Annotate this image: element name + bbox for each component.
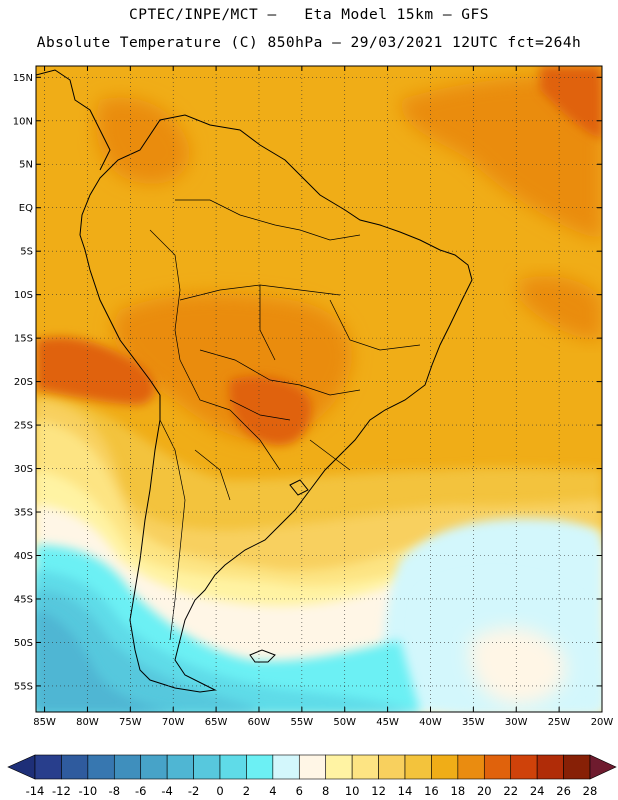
colorbar-label: -10 [78, 784, 97, 798]
central-america-coastline [36, 69, 111, 171]
lat-tick-label: 55S [14, 681, 33, 692]
colorbar-label: -6 [135, 784, 146, 798]
colorbar-label: 6 [296, 784, 303, 798]
colorbar-swatch [325, 754, 353, 780]
colorbar-swatch [61, 754, 89, 780]
temperature-field [36, 66, 602, 712]
lon-tick-label: 80W [76, 717, 99, 728]
colorbar-label: 16 [424, 784, 439, 798]
lat-tick-label: 30S [14, 464, 33, 475]
colorbar-label: -14 [26, 784, 45, 798]
colorbar-swatch [483, 754, 512, 780]
lat-tick-label: 40S [14, 551, 33, 562]
lon-tick-label: 70W [162, 717, 185, 728]
colorbar-swatch [457, 754, 485, 780]
latitude-axis: 15N 10N 5N EQ 5S 10S 15S 20S 25S 30S 35S 40S 45S 50S 5… [13, 73, 602, 692]
lon-tick-label: 20W [591, 717, 614, 728]
coastlines [36, 69, 473, 693]
lat-tick-label: 25S [14, 421, 33, 432]
colorbar: -14 -12 -10 -8 -6 -4 -2 0 2 4 6 8 10 12 14 16 18 20 22 24 26… [7, 754, 617, 798]
colorbar-label: 18 [451, 784, 466, 798]
field-cool-patch [469, 627, 566, 705]
colorbar-swatch [166, 754, 194, 780]
lon-tick-label: 50W [333, 717, 356, 728]
lat-tick-label: 15N [13, 73, 33, 84]
south-america-coastline [79, 114, 473, 693]
colorbar-swatch [219, 754, 247, 780]
chart-title-line-1: CPTEC/INPE/MCT – Eta Model 15km – GFS [129, 7, 489, 23]
colorbar-swatch [113, 754, 142, 780]
longitude-axis: 85W 80W 75W 70W 65W 60W 55W 50W 45W 40W 35W 30W 25W 2… [33, 66, 613, 728]
field-east-warm [520, 276, 602, 340]
chart-title-line-2: Absolute Temperature (C) 850hPa – 29/03/… [36, 35, 582, 51]
lat-tick-label: 20S [14, 377, 33, 388]
colorbar-swatch [536, 754, 564, 780]
country-borders [149, 229, 281, 641]
colorbar-label: 24 [530, 784, 545, 798]
colorbar-label: 12 [371, 784, 386, 798]
lat-tick-label: 45S [14, 594, 33, 605]
colorbar-swatch [193, 754, 221, 780]
lat-tick-label: 35S [14, 508, 33, 519]
colorbar-label: -12 [52, 784, 71, 798]
lon-tick-label: 45W [376, 717, 399, 728]
colorbar-swatch [140, 754, 168, 780]
lat-tick-label: 5N [19, 160, 33, 171]
colorbar-label: 26 [556, 784, 571, 798]
lon-tick-label: 30W [505, 717, 528, 728]
colorbar-label: 28 [583, 784, 598, 798]
colorbar-swatch [378, 754, 406, 780]
colorbar-swatch [404, 754, 432, 780]
colorbar-label: 4 [269, 784, 276, 798]
brazil-internal-borders [175, 199, 421, 471]
colorbar-label: 22 [503, 784, 518, 798]
colorbar-swatch [272, 754, 300, 780]
lat-tick-label: 50S [14, 638, 33, 649]
colorbar-swatch [563, 754, 591, 780]
colorbar-swatch [87, 754, 115, 780]
colorbar-label: -4 [161, 784, 172, 798]
field-atlantic-warm [400, 76, 602, 240]
colorbar-label: 0 [216, 784, 223, 798]
lon-tick-label: 35W [462, 717, 485, 728]
colorbar-label: 10 [345, 784, 360, 798]
lake-patos [289, 479, 309, 496]
lon-tick-label: 25W [548, 717, 571, 728]
map-frame [35, 65, 603, 713]
lat-tick-label: 15S [14, 334, 33, 345]
colorbar-swatch [246, 754, 274, 780]
lat-tick-label: 10S [14, 290, 33, 301]
colorbar-label: 14 [398, 784, 413, 798]
lon-tick-label: 85W [33, 717, 56, 728]
colorbar-label: 2 [243, 784, 250, 798]
colorbar-under-triangle [7, 754, 36, 780]
colorbar-swatch [510, 754, 538, 780]
lon-tick-label: 40W [419, 717, 442, 728]
colorbar-swatch [34, 754, 62, 780]
lon-tick-label: 60W [248, 717, 271, 728]
field-pacific-warm [36, 336, 155, 405]
field-atlantic-hot [540, 66, 602, 140]
colorbar-swatch [431, 754, 459, 780]
lon-tick-label: 65W [205, 717, 228, 728]
lat-tick-label: 10N [13, 116, 33, 127]
lat-tick-label: EQ [19, 203, 33, 214]
colorbar-label: 8 [322, 784, 329, 798]
colorbar-swatch [298, 754, 327, 780]
colorbar-label: 20 [477, 784, 492, 798]
colorbar-label: -8 [109, 784, 120, 798]
falkland-islands-outline [249, 649, 276, 663]
lon-tick-label: 75W [119, 717, 142, 728]
lat-tick-label: 5S [20, 247, 33, 258]
colorbar-label: -2 [188, 784, 199, 798]
colorbar-swatch [351, 754, 379, 780]
lon-tick-label: 55W [291, 717, 314, 728]
colorbar-over-triangle [589, 754, 617, 780]
field-band-neg4-neg2 [36, 610, 180, 712]
field-band-20-22 [229, 376, 311, 445]
